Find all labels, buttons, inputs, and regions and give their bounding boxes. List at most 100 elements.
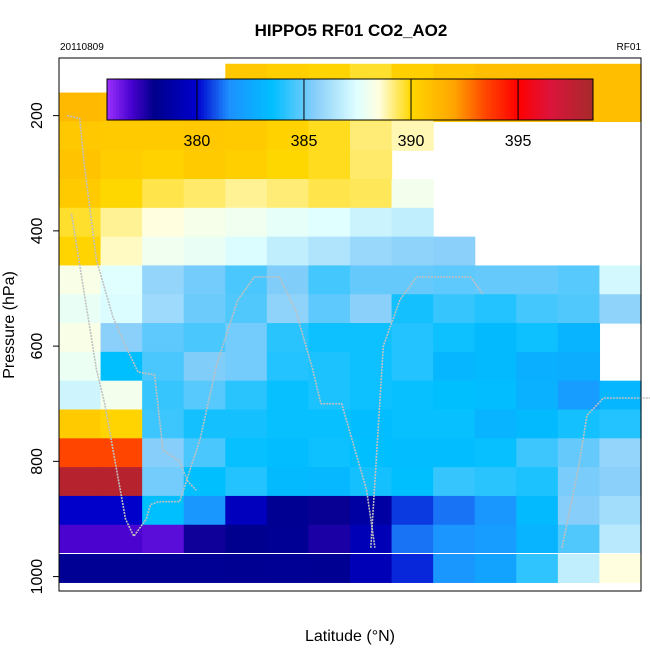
heatmap-cell	[391, 380, 434, 411]
colorbar-swatch	[219, 79, 223, 120]
heatmap-cell	[183, 553, 226, 583]
colorbar-swatch	[192, 79, 196, 120]
colorbar-swatch	[404, 79, 409, 120]
colorbar-swatch	[368, 79, 372, 120]
heatmap-cell	[391, 524, 434, 555]
heatmap-cell	[225, 265, 268, 295]
heatmap-cell	[225, 179, 268, 209]
heatmap-cell	[183, 495, 226, 526]
heatmap-cell	[266, 207, 310, 238]
heatmap-cell	[599, 380, 642, 411]
heatmap-cell	[59, 121, 102, 151]
heatmap-cell	[474, 323, 517, 353]
heatmap-cell	[433, 323, 476, 353]
colorbar-swatch	[176, 79, 181, 120]
heatmap-cell	[516, 438, 559, 468]
colorbar-swatch	[520, 79, 524, 120]
colorbar-swatch	[474, 79, 479, 120]
colorbar-swatch	[428, 79, 433, 120]
colorbar-swatch	[319, 79, 324, 120]
colorbar-swatch	[544, 79, 548, 120]
colorbar-swatch	[283, 79, 287, 120]
heatmap-cell	[225, 380, 268, 411]
colorbar-swatch	[198, 79, 202, 120]
colorbar-swatch	[237, 79, 242, 120]
flight-track-segment	[370, 276, 484, 548]
colorbar-swatch	[510, 79, 515, 120]
heatmap-cell	[308, 351, 351, 382]
colorbar-swatch	[359, 79, 363, 120]
heatmap-cell	[474, 438, 517, 468]
colorbar-swatch	[295, 79, 299, 120]
colorbar-swatch	[337, 79, 342, 120]
colorbar-swatch	[526, 79, 530, 120]
colorbar-swatch	[444, 79, 448, 120]
colorbar-swatch	[231, 79, 236, 120]
colorbar-swatch	[228, 79, 233, 120]
colorbar-swatch	[179, 79, 184, 120]
colorbar-swatch	[128, 79, 132, 120]
colorbar-swatch	[583, 79, 588, 120]
colorbar-swatch	[164, 79, 169, 120]
colorbar-swatch	[146, 79, 151, 120]
colorbar-swatch	[322, 79, 327, 120]
colorbar-swatch	[307, 79, 312, 120]
colorbar-swatch	[447, 79, 451, 120]
colorbar-swatch	[507, 79, 512, 120]
colorbar-swatch	[523, 79, 527, 120]
colorbar-swatch	[435, 79, 439, 120]
heatmap-cell	[474, 265, 517, 295]
heatmap-cell	[266, 121, 310, 151]
colorbar-swatch	[498, 79, 503, 120]
heatmap-cell	[266, 179, 310, 209]
colorbar-swatch	[274, 79, 278, 120]
heatmap-cell	[308, 553, 351, 583]
heatmap-cell	[266, 467, 310, 497]
heatmap-cell	[183, 351, 226, 382]
colorbar-swatch	[480, 79, 485, 120]
heatmap-cell	[308, 207, 351, 238]
heatmap-cell	[142, 150, 185, 180]
heatmap-cell	[308, 467, 351, 497]
heatmap-cell	[391, 351, 434, 382]
y-tick-label: 800	[29, 448, 46, 475]
colorbar-swatch	[486, 79, 491, 120]
colorbar-swatch	[155, 79, 160, 120]
heatmap-cell	[391, 323, 434, 353]
heatmap-cell	[557, 467, 601, 497]
heatmap-cell	[183, 467, 226, 497]
heatmap-cell	[59, 524, 102, 555]
heatmap-cell	[59, 495, 102, 526]
heatmap-cell	[433, 351, 476, 382]
heatmap-cell	[308, 323, 351, 353]
heatmap-cell	[100, 265, 143, 295]
colorbar-swatch	[432, 79, 436, 120]
heatmap-cell	[266, 323, 310, 353]
heatmap-cell	[516, 524, 559, 555]
heatmap-cell	[142, 121, 185, 151]
colorbar-swatch	[547, 79, 551, 120]
y-axis: 200 400 600 800 1000	[29, 102, 59, 594]
heatmap-cell	[516, 380, 559, 411]
heatmap-cell	[308, 150, 351, 180]
heatmap-cell	[183, 524, 226, 555]
heatmap-cell	[391, 179, 434, 209]
heatmap-cell	[142, 294, 185, 324]
colorbar-swatch	[456, 79, 460, 120]
heatmap-cell	[183, 323, 226, 353]
colorbar-swatch	[383, 79, 387, 120]
heatmap-cell	[599, 63, 642, 94]
heatmap-cell	[391, 121, 434, 151]
heatmap-cell	[59, 92, 102, 122]
colorbar-swatch	[343, 79, 348, 120]
heatmap-cell	[308, 380, 351, 411]
heatmap-cell	[474, 294, 517, 324]
heatmap-cell	[183, 207, 226, 238]
colorbar-swatch	[514, 79, 518, 120]
colorbar-swatch	[559, 79, 564, 120]
colorbar-swatch	[492, 79, 497, 120]
heatmap-cell	[350, 467, 393, 497]
heatmap-cell	[100, 380, 143, 411]
colorbar-swatch	[346, 79, 351, 120]
heatmap-cell	[391, 294, 434, 324]
